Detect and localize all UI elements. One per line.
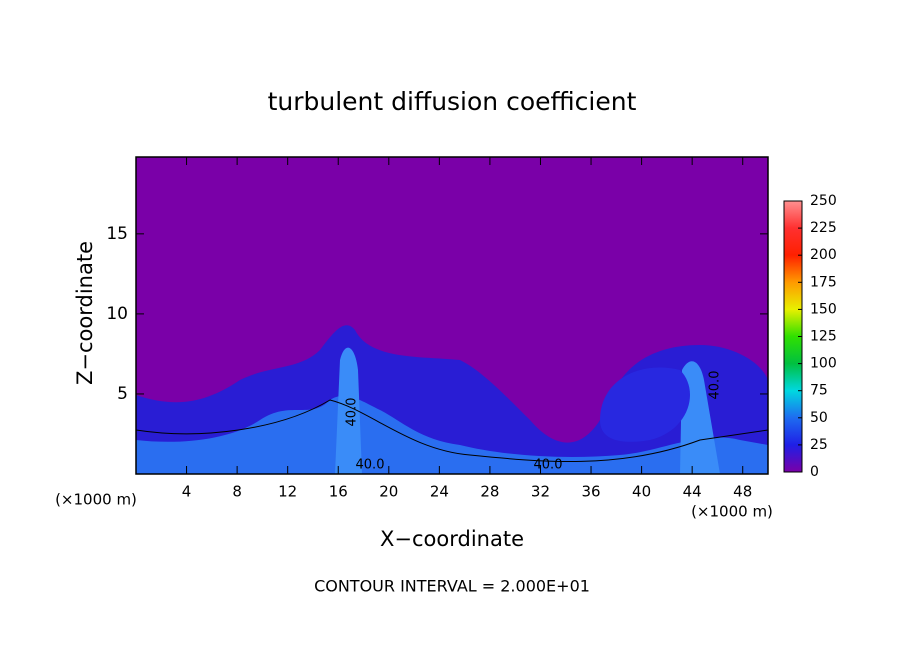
colorbar-tick-label: 125 (810, 329, 837, 345)
contour-label: 40.0 (534, 458, 563, 473)
x-tick-label: 8 (232, 483, 242, 501)
x-tick-label: 16 (329, 483, 348, 501)
x-tick-label: 36 (581, 483, 600, 501)
colorbar-tick-label: 50 (810, 410, 828, 426)
colorbar-tick-label: 0 (810, 464, 819, 480)
y-tick-label: 5 (117, 384, 128, 404)
x-unit-label: (×1000 m) (691, 503, 773, 521)
x-unit-label: (×1000 m) (55, 491, 137, 509)
x-tick-label: 44 (683, 483, 702, 501)
field (136, 157, 768, 474)
contour-label: 40.0 (356, 458, 385, 473)
colorbar-tick-label: 25 (810, 437, 828, 453)
x-tick-label: 4 (182, 483, 192, 501)
colorbar-tick-label: 150 (810, 301, 837, 317)
x-tick-label: 40 (632, 483, 651, 501)
footer: CONTOUR INTERVAL = 2.000E+01 (314, 577, 590, 596)
contour-label: 40.0 (708, 371, 723, 400)
x-tick-label: 48 (733, 483, 752, 501)
x-tick-label: 32 (531, 483, 550, 501)
colorbar-tick-label: 175 (810, 274, 837, 290)
contour-label: 40.0 (345, 398, 360, 427)
x-tick-label: 12 (278, 483, 297, 501)
x-tick-label: 24 (430, 483, 449, 501)
x-axis-label: X−coordinate (380, 527, 524, 551)
colorbar-tick-label: 250 (810, 193, 837, 209)
y-tick-label: 15 (106, 224, 128, 244)
y-axis-label: Z−coordinate (73, 241, 97, 385)
x-tick-label: 28 (480, 483, 499, 501)
y-tick-label: 10 (106, 304, 128, 324)
chart-title: turbulent diffusion coefficient (268, 87, 637, 116)
colorbar-tick-label: 100 (810, 356, 837, 372)
colorbar-tick-label: 200 (810, 247, 837, 263)
colorbar-tick-label: 225 (810, 220, 837, 236)
x-tick-label: 20 (379, 483, 398, 501)
colorbar-tick-label: 75 (810, 383, 828, 399)
plot-frame (135, 156, 769, 475)
